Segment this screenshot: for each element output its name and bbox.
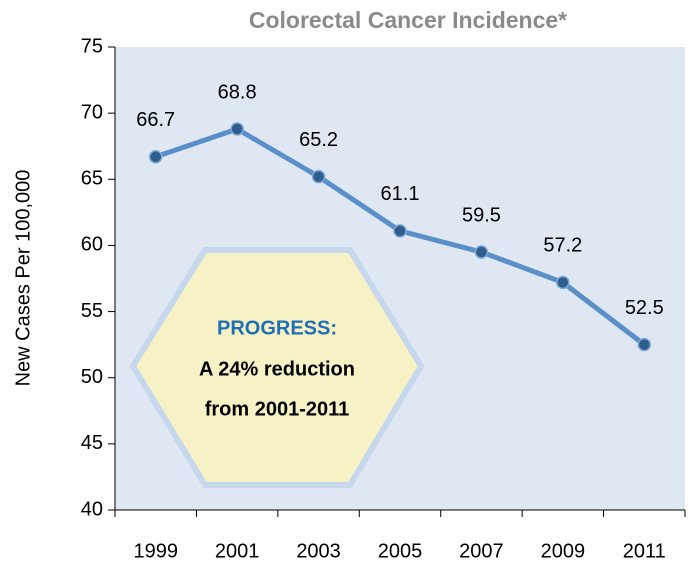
y-tick-label: 75 bbox=[81, 35, 103, 57]
x-tick-label: 2005 bbox=[378, 540, 423, 562]
x-tick-label: 2003 bbox=[296, 540, 341, 562]
marker bbox=[637, 337, 652, 352]
annotation: A 24% reduction bbox=[199, 358, 355, 380]
marker bbox=[230, 122, 244, 136]
y-tick-label: 70 bbox=[81, 101, 103, 123]
annotation: from 2001-2011 bbox=[205, 398, 350, 420]
x-tick-label: 2009 bbox=[541, 540, 586, 562]
y-tick-label: 60 bbox=[81, 234, 103, 256]
marker bbox=[556, 275, 570, 290]
data-label: 59.5 bbox=[462, 204, 501, 226]
y-tick-label: 50 bbox=[81, 366, 103, 388]
marker bbox=[474, 245, 489, 259]
y-tick-label: 40 bbox=[81, 498, 103, 520]
x-tick-label: 1999 bbox=[133, 540, 178, 562]
marker bbox=[311, 169, 326, 184]
x-tick-label: 2001 bbox=[215, 540, 260, 562]
y-tick-label: 65 bbox=[81, 168, 103, 190]
y-axis-label: New Cases Per 100,000 bbox=[12, 170, 34, 387]
marker bbox=[393, 224, 407, 238]
data-label: 68.8 bbox=[218, 81, 257, 103]
data-label: 52.5 bbox=[625, 297, 664, 319]
annotation-hexagon bbox=[129, 247, 425, 488]
marker bbox=[148, 150, 163, 164]
data-label: 65.2 bbox=[299, 129, 338, 151]
annotation: PROGRESS: bbox=[217, 317, 337, 339]
data-label: 57.2 bbox=[543, 235, 582, 257]
data-label: 66.7 bbox=[136, 109, 175, 131]
y-tick-label: 45 bbox=[81, 432, 103, 454]
y-tick-label: 55 bbox=[81, 300, 103, 322]
x-tick-label: 2011 bbox=[623, 540, 666, 562]
chart-title: Colorectal Cancer Incidence* bbox=[249, 7, 567, 33]
x-tick-label: 2007 bbox=[459, 540, 504, 562]
data-label: 61.1 bbox=[381, 183, 420, 205]
